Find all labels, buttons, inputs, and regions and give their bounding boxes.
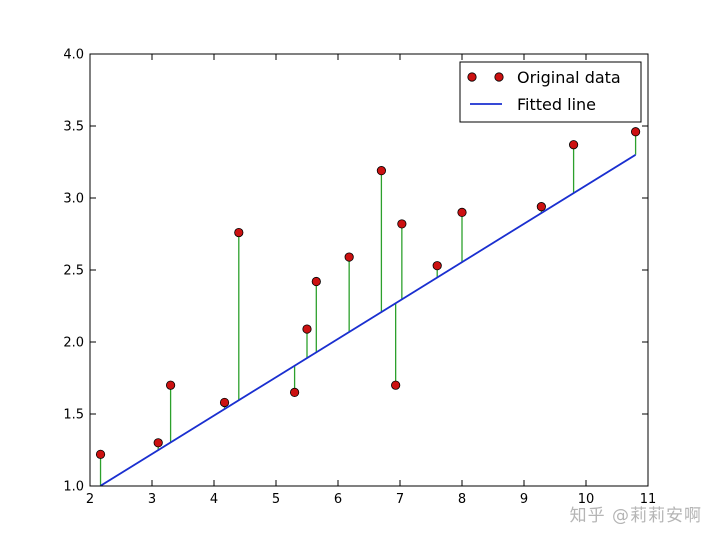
x-tick-label: 9 [520,492,528,507]
data-point [302,324,312,334]
data-point [344,252,354,262]
legend-box [459,61,642,123]
data-point [630,127,641,137]
data-point [457,207,467,217]
y-tick-label: 2.5 [63,264,84,279]
fitted-line-group [100,153,637,486]
residual-lines [99,131,637,486]
x-tick-label: 3 [148,492,156,507]
data-point [568,140,579,150]
legend-marker [467,72,477,82]
axes: 2 3 4 5 6 7 8 9 10 11 1.0 1.5 2.0 2.5 3.0 3.5 4.0 [63,48,656,508]
data-point [391,380,401,390]
x-tick-label: 8 [458,492,466,507]
data-point [536,202,546,212]
data-point [311,276,321,287]
x-tick-label: 2 [86,492,94,507]
data-point [289,387,300,397]
y-tick-label: 1.5 [63,408,84,423]
legend: Original data Fitted line [459,61,642,123]
y-tick-label: 2.0 [63,336,84,351]
y-tick-label: 3.5 [63,120,84,135]
y-tick-label: 4.0 [63,48,84,63]
y-tick-label: 3.0 [63,192,84,207]
legend-label-fitted: Fitted line [517,95,596,114]
x-tick-label: 11 [640,492,657,507]
x-tick-label: 4 [210,492,218,507]
data-point [219,397,230,408]
x-tick-label: 5 [272,492,280,507]
legend-marker [494,72,504,82]
data-point [166,380,176,390]
watermark: 知乎 @莉莉安啊 [569,506,702,526]
data-point [432,261,442,271]
y-tick-label: 1.0 [63,480,84,495]
data-point [234,227,244,238]
data-point [397,219,407,229]
fitted-line [100,153,637,486]
legend-label-original: Original data [517,68,621,87]
data-point [376,166,386,176]
data-points [95,127,641,459]
x-tick-label: 10 [578,492,595,507]
x-tick-label: 6 [334,492,342,507]
data-point [153,438,163,448]
data-point [95,449,106,459]
x-tick-label: 7 [396,492,404,507]
